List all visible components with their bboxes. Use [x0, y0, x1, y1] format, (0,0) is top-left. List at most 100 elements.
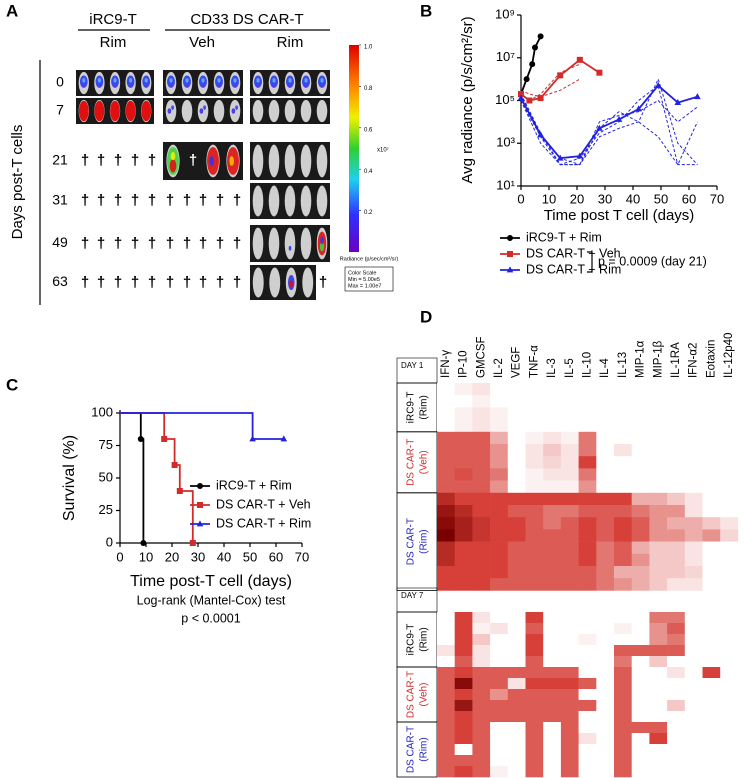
- dagger: †: [216, 192, 224, 209]
- heat-cell: [631, 541, 650, 555]
- x-tick-label: 50: [654, 191, 668, 206]
- heat-cell: [543, 623, 562, 635]
- signal: [199, 108, 204, 114]
- heat-cell: [614, 578, 632, 591]
- step-segment: [174, 464, 181, 491]
- heat-cell: [667, 656, 686, 668]
- heat-cell: [472, 456, 491, 469]
- colorbar-multiplier: x10⁷: [377, 147, 389, 154]
- heat-cell: [543, 431, 562, 445]
- day-label: 7: [56, 102, 64, 118]
- heat-cell: [684, 553, 703, 567]
- mouse: [268, 99, 280, 123]
- heat-cell: [649, 517, 668, 530]
- heat-cell: [614, 505, 632, 518]
- dagger: †: [183, 235, 191, 252]
- heat-cell: [507, 678, 526, 690]
- dagger: †: [97, 235, 105, 252]
- heat-cell: [631, 612, 650, 624]
- heat-cell: [560, 492, 579, 506]
- heat-cell: [631, 395, 650, 408]
- dagger: †: [233, 274, 241, 291]
- heat-cell: [649, 623, 668, 635]
- heat-cell: [437, 419, 455, 433]
- heat-cell: [596, 407, 615, 420]
- heat-cell: [649, 480, 668, 494]
- heat-cell: [437, 529, 455, 542]
- heat-cell: [560, 444, 579, 457]
- heat-cell: [454, 678, 473, 690]
- mouse: [268, 227, 280, 260]
- heat-cell: [543, 505, 562, 518]
- heat-cell: [472, 667, 491, 679]
- heat-cell: [578, 667, 597, 679]
- heat-cell: [525, 431, 544, 445]
- heat-cell: [614, 645, 632, 657]
- heat-cell: [684, 612, 703, 624]
- signal: [167, 108, 172, 114]
- heat-cell: [437, 431, 455, 445]
- heat-cell: [702, 744, 721, 756]
- heat-cell: [472, 623, 491, 635]
- heat-cell: [472, 529, 491, 542]
- signal: [231, 108, 236, 114]
- heat-cell: [490, 492, 509, 506]
- heat-cell: [684, 383, 703, 396]
- heat-cell: [543, 566, 562, 579]
- group-label: (Rim): [419, 529, 430, 553]
- mouse: [252, 99, 264, 123]
- p-value: p < 0.0001: [181, 611, 240, 625]
- heat-cell: [454, 456, 473, 469]
- column-label: IFN-γ: [440, 350, 452, 378]
- heat-cell: [472, 468, 491, 481]
- signal: [78, 100, 89, 122]
- heat-cell: [578, 578, 597, 591]
- group-box: [396, 492, 438, 591]
- heat-cell: [702, 678, 721, 690]
- heat-cell: [614, 529, 632, 542]
- legend-label: DS CAR-T + Veh: [526, 246, 621, 260]
- heat-cell: [490, 456, 509, 469]
- heat-cell: [596, 766, 615, 778]
- dagger: †: [97, 192, 105, 209]
- heat-cell: [525, 578, 544, 591]
- heat-cell: [614, 634, 632, 646]
- group-title: iRC9-T: [89, 11, 137, 28]
- heat-cell: [614, 541, 632, 555]
- heat-cell: [490, 505, 509, 518]
- heat-cell: [437, 395, 455, 408]
- dagger: †: [97, 274, 105, 291]
- heat-cell: [437, 517, 455, 530]
- heat-cell: [560, 541, 579, 555]
- heat-cell: [578, 480, 597, 494]
- annotation: p = 0.0009 (day 21): [598, 254, 707, 268]
- heat-cell: [507, 612, 526, 624]
- heat-cell: [631, 656, 650, 668]
- heat-cell: [649, 407, 668, 420]
- heat-cell: [472, 645, 491, 657]
- heat-cell: [578, 505, 597, 518]
- heat-cell: [578, 468, 597, 481]
- heat-cell: [560, 468, 579, 481]
- heat-cell: [490, 733, 509, 745]
- heat-cell: [614, 612, 632, 624]
- dagger: †: [81, 235, 89, 252]
- signal: [141, 100, 152, 122]
- heat-cell: [614, 733, 632, 745]
- heat-cell: [649, 700, 668, 712]
- x-tick-label: 70: [710, 191, 724, 206]
- day-label: 49: [52, 234, 68, 250]
- individual-line: [520, 100, 698, 166]
- heat-cell: [525, 722, 544, 734]
- heat-cell: [507, 700, 526, 712]
- heat-cell: [437, 566, 455, 579]
- column-label: MIP-1α: [635, 340, 647, 378]
- x-tick-label: 60: [682, 191, 696, 206]
- heat-cell: [649, 578, 668, 591]
- heat-cell: [649, 722, 668, 734]
- heat-cell: [490, 623, 509, 635]
- heat-cell: [631, 766, 650, 778]
- heat-cell: [649, 634, 668, 646]
- heat-cell: [702, 578, 721, 591]
